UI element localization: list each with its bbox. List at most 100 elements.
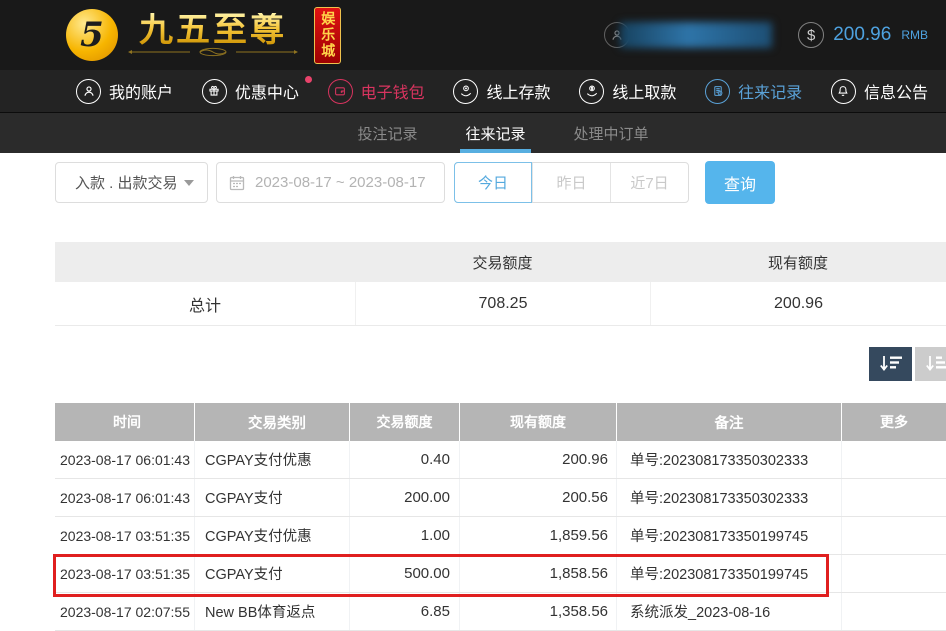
calendar-icon: [229, 175, 245, 190]
summary-header-empty: [55, 242, 355, 282]
cell-type: CGPAY支付: [195, 479, 350, 516]
table-body: 2023-08-17 06:01:43 CGPAY支付优惠 0.40 200.96 单号…: [55, 441, 946, 631]
date-range-value: 2023-08-17 ~ 2023-08-17: [255, 174, 426, 191]
site-logo[interactable]: 5 九五至尊 娱乐城: [66, 6, 341, 64]
nav-item-withdraw[interactable]: 线上取款: [579, 78, 677, 104]
range-yesterday-button[interactable]: 昨日: [532, 163, 610, 202]
records-table-header: 时间 交易类别 交易额度 现有额度 备注 更多: [55, 403, 946, 441]
cell-balance: 200.96: [460, 441, 617, 478]
filter-row: 入款 . 出款交易 2023-08-17 ~ 2023-08-17 今日 昨日 …: [55, 161, 946, 204]
tab-transaction-records[interactable]: 往来记录: [460, 113, 531, 153]
logo-monogram-icon: 5: [66, 9, 118, 61]
cell-type: CGPAY支付优惠: [195, 517, 350, 554]
tab-betting-records[interactable]: 投注记录: [357, 125, 418, 143]
nav-label: 优惠中心: [234, 85, 299, 102]
brand-subtitle-box: 娱乐城: [314, 6, 341, 64]
table-row[interactable]: 2023-08-17 06:01:43 CGPAY支付 200.00 200.56 单号…: [55, 479, 946, 517]
username-redacted: [620, 22, 773, 48]
top-header: 5 九五至尊 娱乐城 $ 200.96 RMB: [0, 0, 946, 70]
user-account-chip[interactable]: [604, 22, 773, 48]
transaction-type-select[interactable]: 入款 . 出款交易: [55, 162, 208, 203]
sort-descending-icon: [879, 356, 902, 371]
records-icon: [705, 78, 731, 104]
cell-type: New BB体育返点: [195, 593, 350, 630]
col-header-type: 交易类别: [195, 403, 350, 441]
cell-remark: 单号:202308173350302333: [617, 479, 842, 516]
nav-label: 我的账户: [109, 85, 174, 102]
summary-table: 交易额度 现有额度 总计 708.25 200.96: [55, 242, 946, 326]
search-button[interactable]: 查询: [705, 161, 775, 204]
sort-controls: [55, 347, 946, 381]
nav-item-transaction-records[interactable]: 往来记录: [705, 78, 803, 104]
tab-pending-orders[interactable]: 处理中订单: [573, 125, 649, 143]
balance-display: $ 200.96 RMB: [798, 22, 928, 48]
cell-more: [842, 593, 946, 630]
cell-amount: 200.00: [350, 479, 460, 516]
cell-more: [842, 441, 946, 478]
cell-balance: 1,859.56: [460, 517, 617, 554]
nav-item-deposit[interactable]: 线上存款: [453, 78, 551, 104]
balance-currency: RMB: [901, 28, 928, 42]
cell-type: CGPAY支付: [195, 555, 350, 592]
flourish-divider: [128, 47, 298, 57]
notification-dot: [304, 75, 312, 83]
table-row[interactable]: 2023-08-17 02:07:55 New BB体育返点 6.85 1,358.5…: [55, 593, 946, 631]
quick-range-group: 今日 昨日 近7日: [454, 162, 689, 203]
chevron-down-icon: [184, 179, 194, 186]
cell-amount: 1.00: [350, 517, 460, 554]
bell-icon: [830, 78, 856, 104]
wallet-icon: [327, 78, 353, 104]
table-row[interactable]: 2023-08-17 06:01:43 CGPAY支付优惠 0.40 200.96 单号…: [55, 441, 946, 479]
deposit-icon: [453, 78, 479, 104]
col-header-time: 时间: [55, 403, 195, 441]
cell-remark: 单号:202308173350199745: [617, 517, 842, 554]
sort-ascending-button[interactable]: [915, 347, 946, 381]
summary-balance-total: 200.96: [650, 282, 946, 325]
cell-remark: 系统派发_2023-08-16: [617, 593, 842, 630]
cell-time: 2023-08-17 06:01:43: [55, 441, 195, 478]
table-row[interactable]: 2023-08-17 03:51:35 CGPAY支付 500.00 1,858.56…: [55, 555, 946, 593]
brand-title: 九五至尊: [139, 11, 287, 49]
nav-item-my-account[interactable]: 我的账户: [76, 78, 174, 104]
balance-amount: 200.96: [833, 24, 892, 45]
nav-item-announcements[interactable]: 信息公告: [830, 78, 928, 104]
range-today-button[interactable]: 今日: [454, 162, 532, 203]
user-icon: [76, 78, 101, 104]
col-header-remark: 备注: [617, 403, 842, 441]
records-table: 时间 交易类别 交易额度 现有额度 备注 更多 2023-08-17 06:01…: [53, 403, 946, 631]
date-range-picker[interactable]: 2023-08-17 ~ 2023-08-17: [216, 162, 445, 203]
withdraw-icon: [579, 78, 605, 104]
range-last7days-button[interactable]: 近7日: [610, 163, 688, 202]
cell-more: [842, 555, 946, 592]
summary-header: 交易额度 现有额度: [55, 242, 946, 282]
cell-time: 2023-08-17 03:51:35: [55, 517, 195, 554]
sort-ascending-icon: [925, 356, 946, 371]
cell-type: CGPAY支付优惠: [195, 441, 350, 478]
main-nav: 我的账户 优惠中心 电子钱包 线上存款: [0, 70, 946, 113]
nav-label: 线上取款: [612, 85, 677, 102]
nav-item-promotions[interactable]: 优惠中心: [201, 75, 312, 104]
sub-nav: 投注记录 往来记录 处理中订单: [30, 113, 946, 153]
nav-label: 往来记录: [738, 85, 803, 102]
cell-balance: 200.56: [460, 479, 617, 516]
table-row[interactable]: 2023-08-17 03:51:35 CGPAY支付优惠 1.00 1,859.56…: [55, 517, 946, 555]
dollar-icon: $: [798, 22, 825, 48]
cell-remark: 单号:202308173350302333: [617, 441, 842, 478]
cell-balance: 1,358.56: [460, 593, 617, 630]
nav-label: 信息公告: [863, 85, 928, 102]
cell-amount: 6.85: [350, 593, 460, 630]
brand-subtitle: 娱乐城: [320, 10, 337, 59]
summary-total-row: 总计 708.25 200.96: [55, 282, 946, 325]
cell-time: 2023-08-17 03:51:35: [55, 555, 195, 592]
cell-more: [842, 479, 946, 516]
nav-item-e-wallet[interactable]: 电子钱包: [327, 78, 425, 104]
gift-icon: [201, 78, 227, 104]
sort-descending-button[interactable]: [869, 347, 912, 381]
cell-balance: 1,858.56: [460, 555, 617, 592]
cell-time: 2023-08-17 06:01:43: [55, 479, 195, 516]
summary-total-label: 总计: [188, 297, 221, 315]
cell-amount: 500.00: [350, 555, 460, 592]
transaction-type-value: 入款 . 出款交易: [75, 175, 178, 192]
summary-header-trade: 交易额度: [472, 254, 533, 272]
col-header-amount: 交易额度: [350, 403, 460, 441]
